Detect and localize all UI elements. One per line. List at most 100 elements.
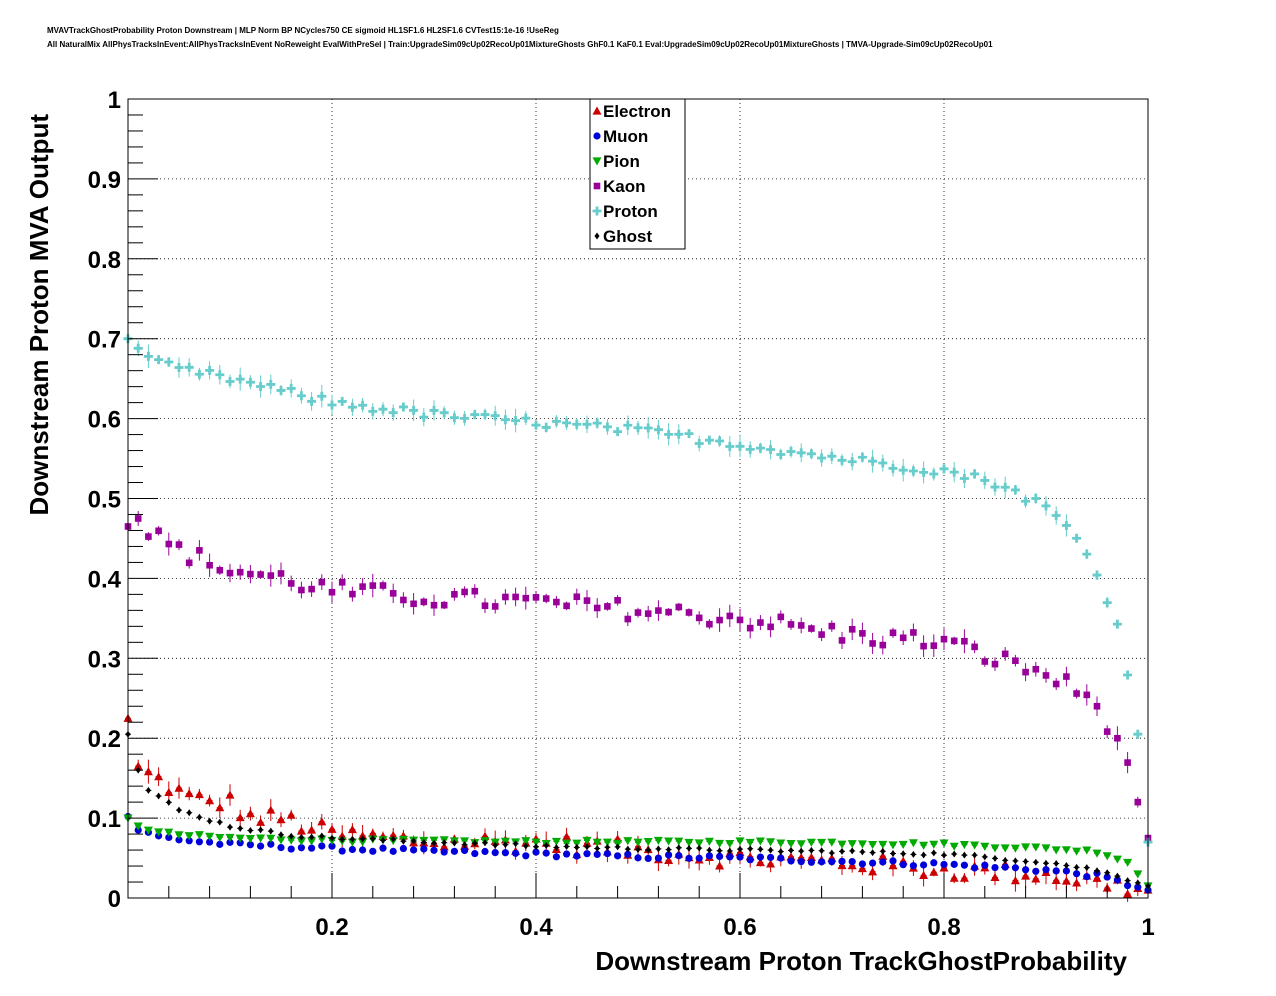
series-electron <box>123 708 1153 902</box>
data-point <box>980 842 990 851</box>
data-point <box>532 594 540 601</box>
data-point <box>959 873 969 882</box>
data-point <box>369 582 377 589</box>
data-point <box>501 849 509 857</box>
data-point <box>409 405 419 415</box>
data-point <box>174 783 184 792</box>
data-point <box>827 838 837 847</box>
data-point <box>1053 860 1059 868</box>
data-point <box>215 370 225 380</box>
data-point <box>1083 873 1091 881</box>
data-point <box>186 809 192 817</box>
data-point <box>523 842 529 850</box>
data-point <box>653 425 663 435</box>
data-point <box>919 467 929 477</box>
data-point <box>399 844 407 853</box>
data-point <box>930 642 938 649</box>
data-point <box>806 838 816 847</box>
data-point <box>1082 549 1092 559</box>
data-point <box>1011 864 1020 872</box>
data-point <box>584 843 590 851</box>
data-point <box>206 561 213 569</box>
data-point <box>522 852 530 860</box>
data-point <box>746 856 754 864</box>
y-tick-label: 0.9 <box>88 167 121 194</box>
data-point <box>266 805 276 814</box>
data-point <box>664 837 674 846</box>
data-point <box>868 867 878 876</box>
data-point <box>217 818 223 826</box>
data-point <box>929 867 939 876</box>
data-point <box>634 609 642 616</box>
data-point <box>879 858 887 866</box>
data-point <box>319 832 325 840</box>
data-point <box>491 849 499 857</box>
data-point <box>553 598 560 606</box>
data-point <box>849 847 855 855</box>
data-point <box>286 810 296 819</box>
data-point <box>592 418 602 428</box>
data-point <box>981 658 989 665</box>
data-point <box>196 547 203 554</box>
data-point <box>705 852 714 860</box>
data-point <box>736 616 744 624</box>
data-point <box>848 626 856 633</box>
data-point <box>532 848 540 856</box>
data-point <box>1010 844 1020 853</box>
data-point <box>694 439 704 449</box>
data-point <box>245 834 255 844</box>
data-point <box>899 861 907 869</box>
data-point <box>745 838 755 847</box>
data-point <box>868 456 878 466</box>
data-point <box>247 827 253 835</box>
data-point <box>1134 883 1142 891</box>
data-point <box>1012 857 1018 865</box>
data-point <box>174 363 184 373</box>
data-point <box>288 832 294 840</box>
data-point <box>745 444 755 454</box>
data-point <box>521 837 531 846</box>
data-point <box>370 835 376 843</box>
data-point <box>808 625 815 632</box>
data-point <box>307 837 317 846</box>
data-point <box>592 838 602 847</box>
data-point <box>266 379 276 389</box>
data-point <box>857 864 867 873</box>
legend-label-kaon: Kaon <box>603 177 646 196</box>
data-point <box>655 845 661 853</box>
data-point <box>1033 858 1039 866</box>
data-point <box>694 839 704 848</box>
legend-marker-proton <box>592 206 602 216</box>
data-point <box>347 402 357 412</box>
y-axis-title: Downstream Proton MVA Output <box>24 114 54 516</box>
data-point <box>286 383 296 393</box>
data-point <box>440 601 448 609</box>
data-point <box>807 858 816 866</box>
data-point <box>899 634 907 642</box>
data-point <box>531 420 541 430</box>
data-point <box>684 838 694 847</box>
data-point <box>602 422 612 432</box>
data-point <box>347 838 357 847</box>
data-point <box>185 559 193 567</box>
data-point <box>888 841 898 850</box>
data-point <box>949 873 959 882</box>
data-point <box>460 413 470 423</box>
data-point <box>480 410 490 420</box>
data-point <box>175 541 183 548</box>
data-point <box>796 448 806 458</box>
data-point <box>951 850 957 858</box>
data-point <box>380 836 386 844</box>
data-point <box>175 836 183 844</box>
data-point <box>797 858 805 866</box>
data-point <box>155 527 162 535</box>
data-point <box>959 841 969 850</box>
data-point <box>664 855 674 864</box>
data-point <box>788 846 794 854</box>
data-point <box>502 593 509 601</box>
data-point <box>216 840 224 848</box>
data-point <box>329 834 335 842</box>
legend: Electron Muon Pion Kaon Proton Ghost <box>589 98 686 250</box>
data-point <box>939 464 949 474</box>
